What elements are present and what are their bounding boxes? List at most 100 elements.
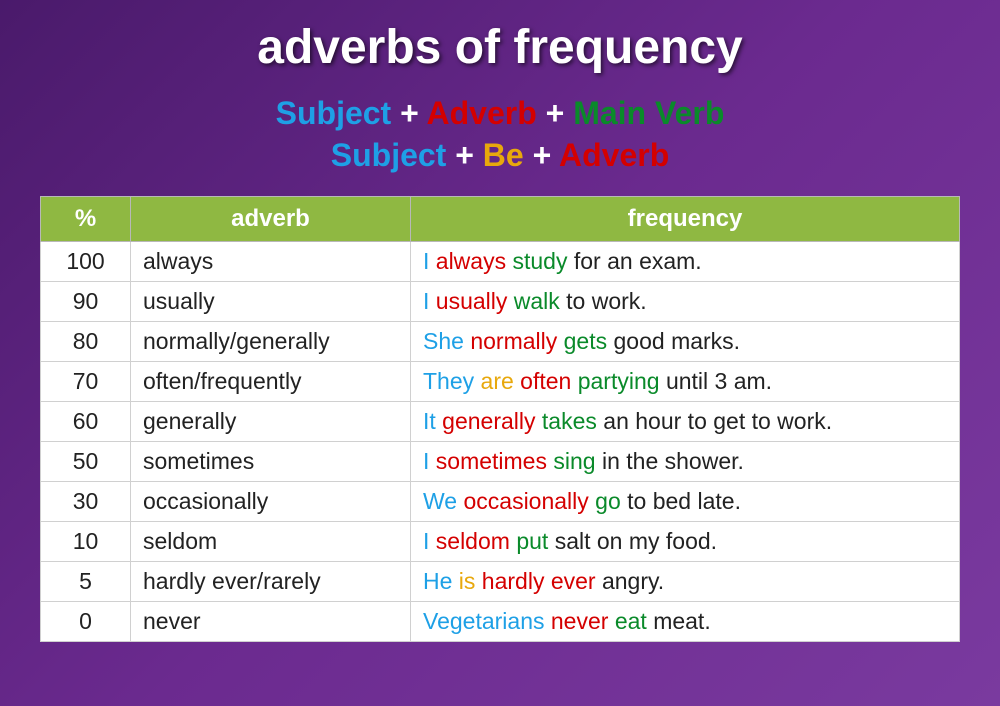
formula-line: Subject + Be + Adverb [276,135,725,177]
cell-percent: 0 [41,602,131,642]
cell-frequency: We occasionally go to bed late. [411,482,960,522]
table-row: 10 seldomI seldom put salt on my food. [41,522,960,562]
cell-frequency: Vegetarians never eat meat. [411,602,960,642]
cell-frequency: I usually walk to work. [411,282,960,322]
cell-frequency: He is hardly ever angry. [411,562,960,602]
sentence-part-subject: I [423,448,436,474]
sentence-part-adverb: usually [436,288,514,314]
cell-percent: 80 [41,322,131,362]
header-frequency: frequency [411,197,960,242]
sentence-part-verb: put [516,528,554,554]
sentence-part-verb: gets [564,328,614,354]
formula-part-plus: + [446,137,482,173]
sentence-part-subject: I [423,248,436,274]
sentence-part-subject: They [423,368,481,394]
frequency-table: % adverb frequency 100alwaysI always stu… [40,196,960,642]
cell-adverb: often/frequently [131,362,411,402]
cell-adverb: occasionally [131,482,411,522]
sentence-part-rest: angry. [602,568,664,594]
sentence-part-subject: It [423,408,442,434]
formula-part-be: Be [483,137,524,173]
cell-adverb: normally/generally [131,322,411,362]
cell-adverb: generally [131,402,411,442]
sentence-part-adverb: seldom [436,528,517,554]
sentence-part-adverb: always [436,248,513,274]
formula-line: Subject + Adverb + Main Verb [276,93,725,135]
sentence-part-rest: salt on my food. [555,528,717,554]
sentence-part-be: are [481,368,521,394]
sentence-part-verb: takes [542,408,603,434]
formula-block: Subject + Adverb + Main VerbSubject + Be… [276,93,725,176]
sentence-part-verb: go [595,488,627,514]
sentence-part-verb: sing [553,448,602,474]
sentence-part-rest: in the shower. [602,448,744,474]
sentence-part-adverb: generally [442,408,542,434]
cell-frequency: She normally gets good marks. [411,322,960,362]
sentence-part-rest: for an exam. [574,248,702,274]
sentence-part-subject: Vegetarians [423,608,551,634]
sentence-part-adverb: occasionally [463,488,595,514]
cell-frequency: I seldom put salt on my food. [411,522,960,562]
sentence-part-verb: study [512,248,573,274]
sentence-part-verb: eat [615,608,653,634]
cell-percent: 50 [41,442,131,482]
frequency-table-wrap: % adverb frequency 100alwaysI always stu… [40,196,960,642]
cell-frequency: I sometimes sing in the shower. [411,442,960,482]
header-percent: % [41,197,131,242]
sentence-part-be: is [459,568,482,594]
sentence-part-rest: good marks. [614,328,741,354]
formula-part-plus: + [524,137,559,173]
cell-frequency: They are often partying until 3 am. [411,362,960,402]
sentence-part-rest: meat. [653,608,711,634]
sentence-part-subject: I [423,528,436,554]
table-row: 30occasionallyWe occasionally go to bed … [41,482,960,522]
cell-adverb: usually [131,282,411,322]
cell-adverb: sometimes [131,442,411,482]
cell-percent: 30 [41,482,131,522]
cell-percent: 10 [41,522,131,562]
sentence-part-rest: an hour to get to work. [603,408,832,434]
sentence-part-adverb: normally [470,328,563,354]
table-row: 80normally/generallyShe normally gets go… [41,322,960,362]
table-row: 100alwaysI always study for an exam. [41,242,960,282]
sentence-part-rest: until 3 am. [666,368,772,394]
sentence-part-adverb: hardly ever [482,568,602,594]
table-body: 100alwaysI always study for an exam.90us… [41,242,960,642]
page-title: adverbs of frequency [257,20,742,75]
sentence-part-verb: partying [578,368,666,394]
cell-percent: 90 [41,282,131,322]
table-row: 5hardly ever/rarelyHe is hardly ever ang… [41,562,960,602]
formula-part-plus: + [391,95,426,131]
sentence-part-adverb: often [520,368,578,394]
cell-adverb: always [131,242,411,282]
cell-percent: 70 [41,362,131,402]
table-row: 90usuallyI usually walk to work. [41,282,960,322]
sentence-part-rest: to work. [566,288,647,314]
cell-frequency: It generally takes an hour to get to wor… [411,402,960,442]
cell-frequency: I always study for an exam. [411,242,960,282]
header-adverb: adverb [131,197,411,242]
formula-part-adverb: Adverb [559,137,669,173]
table-header-row: % adverb frequency [41,197,960,242]
sentence-part-subject: He [423,568,459,594]
table-row: 50sometimesI sometimes sing in the showe… [41,442,960,482]
cell-adverb: never [131,602,411,642]
formula-part-subject: Subject [331,137,447,173]
formula-part-verb: Main Verb [573,95,724,131]
sentence-part-verb: walk [514,288,566,314]
cell-percent: 5 [41,562,131,602]
cell-percent: 100 [41,242,131,282]
sentence-part-subject: We [423,488,463,514]
table-row: 60generallyIt generally takes an hour to… [41,402,960,442]
formula-part-subject: Subject [276,95,392,131]
table-row: 0neverVegetarians never eat meat. [41,602,960,642]
table-row: 70often/frequentlyThey are often partyin… [41,362,960,402]
sentence-part-rest: to bed late. [627,488,741,514]
formula-part-adverb: Adverb [426,95,536,131]
cell-percent: 60 [41,402,131,442]
formula-part-plus: + [537,95,573,131]
sentence-part-adverb: never [551,608,615,634]
sentence-part-subject: I [423,288,436,314]
sentence-part-adverb: sometimes [436,448,554,474]
sentence-part-subject: She [423,328,470,354]
